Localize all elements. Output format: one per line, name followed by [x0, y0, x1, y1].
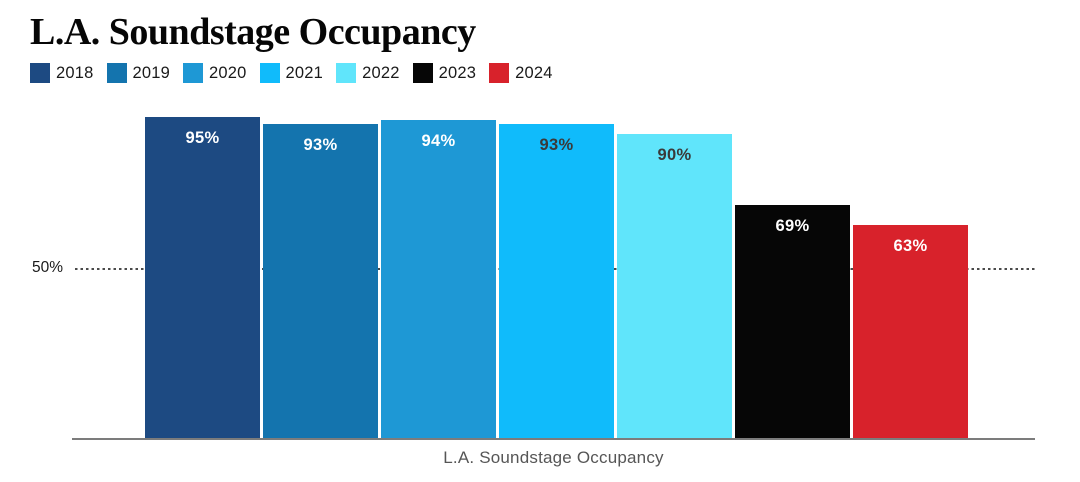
- bar-value-label-2023: 69%: [775, 217, 810, 235]
- legend-swatch-2023: [412, 63, 433, 83]
- chart-title: L.A. Soundstage Occupancy: [30, 11, 476, 53]
- bar-2021: 93%: [499, 124, 614, 438]
- legend-swatch-2024: [489, 63, 510, 83]
- bar-value-label-2021: 93%: [539, 136, 574, 154]
- legend-label-2021: 2021: [285, 63, 324, 82]
- bar-value-label-2018: 95%: [185, 129, 220, 147]
- legend-swatch-2021: [259, 63, 280, 83]
- y-axis-tick-50-label: 50%: [31, 259, 63, 276]
- legend-swatch-2020: [183, 63, 204, 83]
- bar-value-label-2020: 94%: [421, 132, 456, 150]
- legend-swatch-2022: [336, 63, 357, 83]
- bar-value-label-2019: 93%: [303, 136, 338, 154]
- bar-2020: 94%: [381, 120, 496, 438]
- bar-2023: 69%: [735, 205, 850, 438]
- legend-item-2018: 2018: [30, 63, 94, 83]
- legend-item-2019: 2019: [106, 63, 171, 83]
- x-axis-label: L.A. Soundstage Occupancy: [443, 448, 664, 467]
- legend: 2018 2019 2020 2021 2022 2023 2024: [30, 63, 566, 83]
- legend-item-2021: 2021: [259, 63, 324, 83]
- bars-container: 95% 93% 94% 93% 90% 69% 63%: [145, 117, 968, 438]
- bar-2018: 95%: [145, 117, 260, 438]
- legend-label-2020: 2020: [209, 63, 247, 82]
- legend-label-2019: 2019: [132, 63, 171, 82]
- legend-item-2024: 2024: [489, 63, 553, 83]
- bar-value-label-2022: 90%: [657, 146, 692, 164]
- legend-swatch-2019: [106, 63, 127, 83]
- x-axis-line: [72, 438, 1035, 440]
- bar-2022: 90%: [617, 134, 732, 438]
- legend-label-2023: 2023: [438, 63, 477, 82]
- legend-label-2022: 2022: [362, 63, 400, 82]
- legend-item-2020: 2020: [183, 63, 247, 83]
- bar-2019: 93%: [263, 124, 378, 438]
- legend-swatch-2018: [30, 63, 50, 83]
- bar-value-label-2024: 63%: [893, 237, 928, 255]
- legend-label-2024: 2024: [515, 63, 553, 82]
- legend-label-2018: 2018: [56, 63, 94, 82]
- legend-item-2023: 2023: [412, 63, 477, 83]
- legend-item-2022: 2022: [336, 63, 400, 83]
- bar-2024: 63%: [853, 225, 968, 438]
- plot-area: 50% 95% 93% 94% 93% 90% 69% 63%: [32, 100, 1035, 440]
